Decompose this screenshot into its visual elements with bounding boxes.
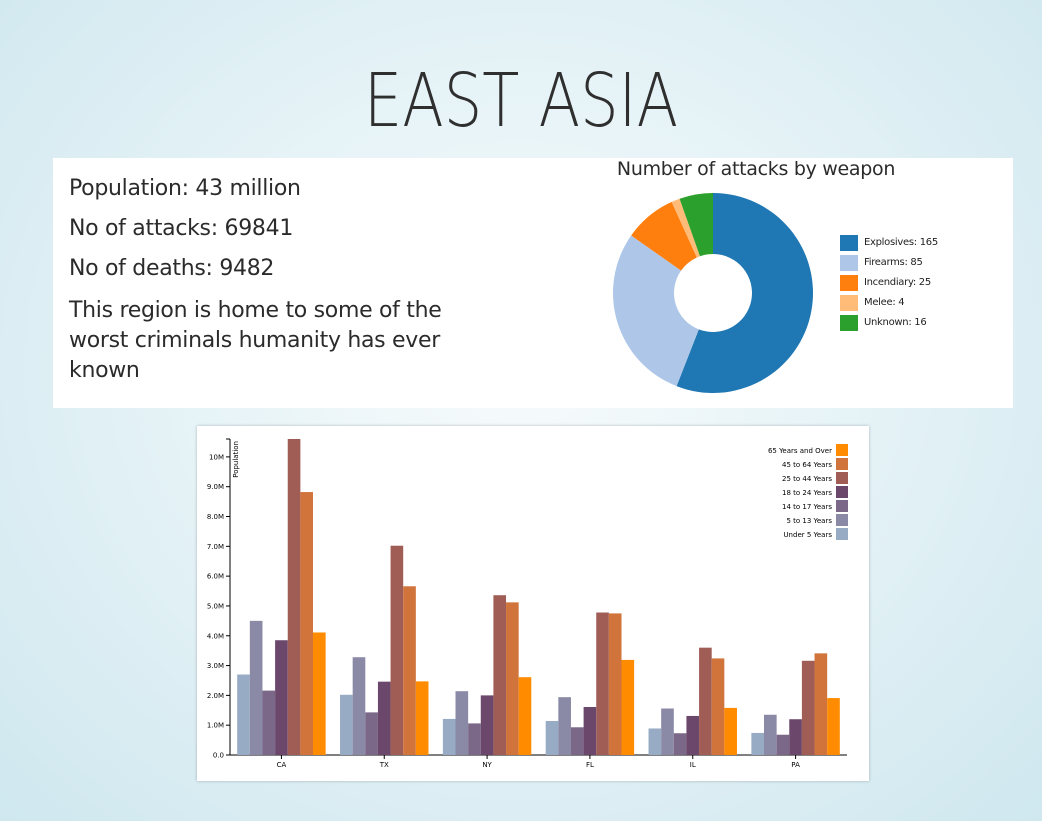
bar-legend-swatch bbox=[836, 444, 848, 456]
bar-pa-4 bbox=[801, 660, 815, 755]
bar-ny-5 bbox=[506, 602, 519, 755]
y-tick-label: 8.0M bbox=[207, 513, 224, 521]
bar-il-3 bbox=[686, 715, 700, 755]
bar-tx-0 bbox=[340, 694, 353, 755]
y-tick-label: 10M bbox=[209, 453, 224, 461]
bar-fl-6 bbox=[621, 659, 635, 755]
x-tick-label: CA bbox=[277, 761, 287, 769]
legend-label: Incendiary: 25 bbox=[864, 277, 931, 288]
bar-fl-2 bbox=[570, 727, 584, 755]
x-tick-label: IL bbox=[690, 761, 696, 769]
y-tick-label: 5.0M bbox=[207, 602, 224, 610]
bar-il-0 bbox=[648, 728, 662, 755]
y-tick-label: 2.0M bbox=[207, 692, 224, 700]
y-tick-label: 9.0M bbox=[207, 483, 224, 491]
bar-tx-1 bbox=[352, 657, 366, 755]
legend-swatch bbox=[840, 255, 858, 271]
y-tick-label: 0.0 bbox=[213, 752, 224, 760]
bar-pa-2 bbox=[776, 734, 790, 755]
bar-legend-swatch bbox=[836, 500, 848, 512]
bar-legend-swatch bbox=[836, 514, 848, 526]
bar-legend-swatch bbox=[836, 528, 848, 540]
bar-fl-0 bbox=[545, 721, 559, 755]
y-tick-label: 7.0M bbox=[207, 543, 224, 551]
population-stat: Population: 43 million bbox=[69, 176, 301, 201]
pie-slice-firearms bbox=[613, 235, 699, 387]
legend-label: Explosives: 165 bbox=[864, 237, 938, 248]
bar-tx-2 bbox=[365, 712, 378, 755]
bar-fl-1 bbox=[558, 697, 571, 755]
bar-legend-label: 18 to 24 Years bbox=[782, 489, 832, 497]
y-tick-label: 1.0M bbox=[207, 722, 224, 730]
deaths-stat: No of deaths: 9482 bbox=[69, 256, 275, 281]
bar-fl-4 bbox=[596, 612, 609, 755]
bar-legend-swatch bbox=[836, 472, 848, 484]
bar-pa-0 bbox=[751, 732, 764, 755]
bar-legend-label: 65 Years and Over bbox=[768, 447, 832, 455]
bar-pa-5 bbox=[814, 653, 828, 755]
bar-ca-1 bbox=[249, 620, 263, 755]
pie-slice-incendiary bbox=[631, 201, 697, 271]
x-tick-label: FL bbox=[586, 761, 594, 769]
bar-ny-6 bbox=[518, 677, 532, 755]
bar-legend-label: 5 to 13 Years bbox=[786, 517, 832, 525]
y-tick-label: 6.0M bbox=[207, 573, 224, 581]
population-bar-chart-panel: 0.0 1.0M 2.0M 3.0M 4.0M 5.0M 6.0M 7.0M 8.0M 9.0M 1… bbox=[197, 426, 869, 781]
bar-ca-0 bbox=[237, 674, 250, 755]
bar-legend-swatch bbox=[836, 458, 848, 470]
bar-fl-3 bbox=[583, 707, 597, 755]
bar-il-5 bbox=[711, 658, 725, 755]
bar-il-1 bbox=[661, 708, 674, 755]
legend-label: Melee: 4 bbox=[864, 297, 905, 308]
bar-ca-3 bbox=[275, 640, 288, 755]
population-bar-chart: 0.0 1.0M 2.0M 3.0M 4.0M 5.0M 6.0M 7.0M 8.0M 9.0M 1… bbox=[207, 438, 848, 769]
legend-swatch bbox=[840, 275, 858, 291]
pie-slice-explosives bbox=[676, 193, 813, 393]
bar-ca-6 bbox=[313, 632, 326, 755]
bar-legend-label: Under 5 Years bbox=[783, 531, 832, 539]
page-title: EAST ASIA bbox=[363, 58, 679, 144]
legend-swatch bbox=[840, 315, 858, 331]
bar-ca-5 bbox=[300, 492, 314, 755]
bar-tx-6 bbox=[415, 681, 429, 755]
bar-pa-6 bbox=[827, 698, 840, 755]
legend-swatch bbox=[840, 295, 858, 311]
bar-pa-1 bbox=[763, 714, 777, 755]
x-tick-label: TX bbox=[379, 761, 389, 769]
bar-il-6 bbox=[724, 707, 737, 755]
legend-label: Firearms: 85 bbox=[864, 257, 923, 268]
pie-chart-title: Number of attacks by weapon bbox=[616, 158, 896, 180]
bar-il-2 bbox=[673, 733, 687, 755]
bar-ny-1 bbox=[455, 691, 469, 755]
y-tick-label: 3.0M bbox=[207, 662, 224, 670]
bar-legend-swatch bbox=[836, 486, 848, 498]
bar-ca-4 bbox=[287, 439, 301, 755]
bar-ca-2 bbox=[262, 690, 276, 755]
region-description: This region is home to some of the worst… bbox=[69, 298, 442, 383]
x-tick-label: PA bbox=[791, 761, 800, 769]
weapon-donut-chart bbox=[613, 193, 813, 393]
bar-tx-3 bbox=[377, 681, 391, 755]
pie-slice-melee bbox=[671, 198, 700, 258]
x-tick-label: NY bbox=[482, 761, 492, 769]
y-tick-label: 4.0M bbox=[207, 632, 224, 640]
bar-legend-label: 14 to 17 Years bbox=[782, 503, 832, 511]
bar-il-4 bbox=[699, 647, 712, 755]
bar-legend-label: 25 to 44 Years bbox=[782, 475, 832, 483]
y-axis-title: Population bbox=[232, 441, 240, 478]
legend-swatch bbox=[840, 235, 858, 251]
bar-ny-3 bbox=[480, 695, 494, 755]
legend-label: Unknown: 16 bbox=[864, 317, 927, 328]
bar-fl-5 bbox=[608, 613, 622, 755]
bar-legend-label: 45 to 64 Years bbox=[782, 461, 832, 469]
region-info-panel: Population: 43 million No of attacks: 69… bbox=[53, 158, 1013, 408]
bar-pa-3 bbox=[789, 719, 802, 755]
attacks-stat: No of attacks: 69841 bbox=[69, 216, 294, 241]
bar-tx-4 bbox=[390, 545, 404, 755]
bar-ny-4 bbox=[493, 595, 507, 755]
bar-ny-2 bbox=[468, 723, 481, 755]
bar-tx-5 bbox=[403, 586, 416, 755]
bar-ny-0 bbox=[442, 718, 456, 755]
pie-slice-unknown bbox=[679, 193, 713, 257]
